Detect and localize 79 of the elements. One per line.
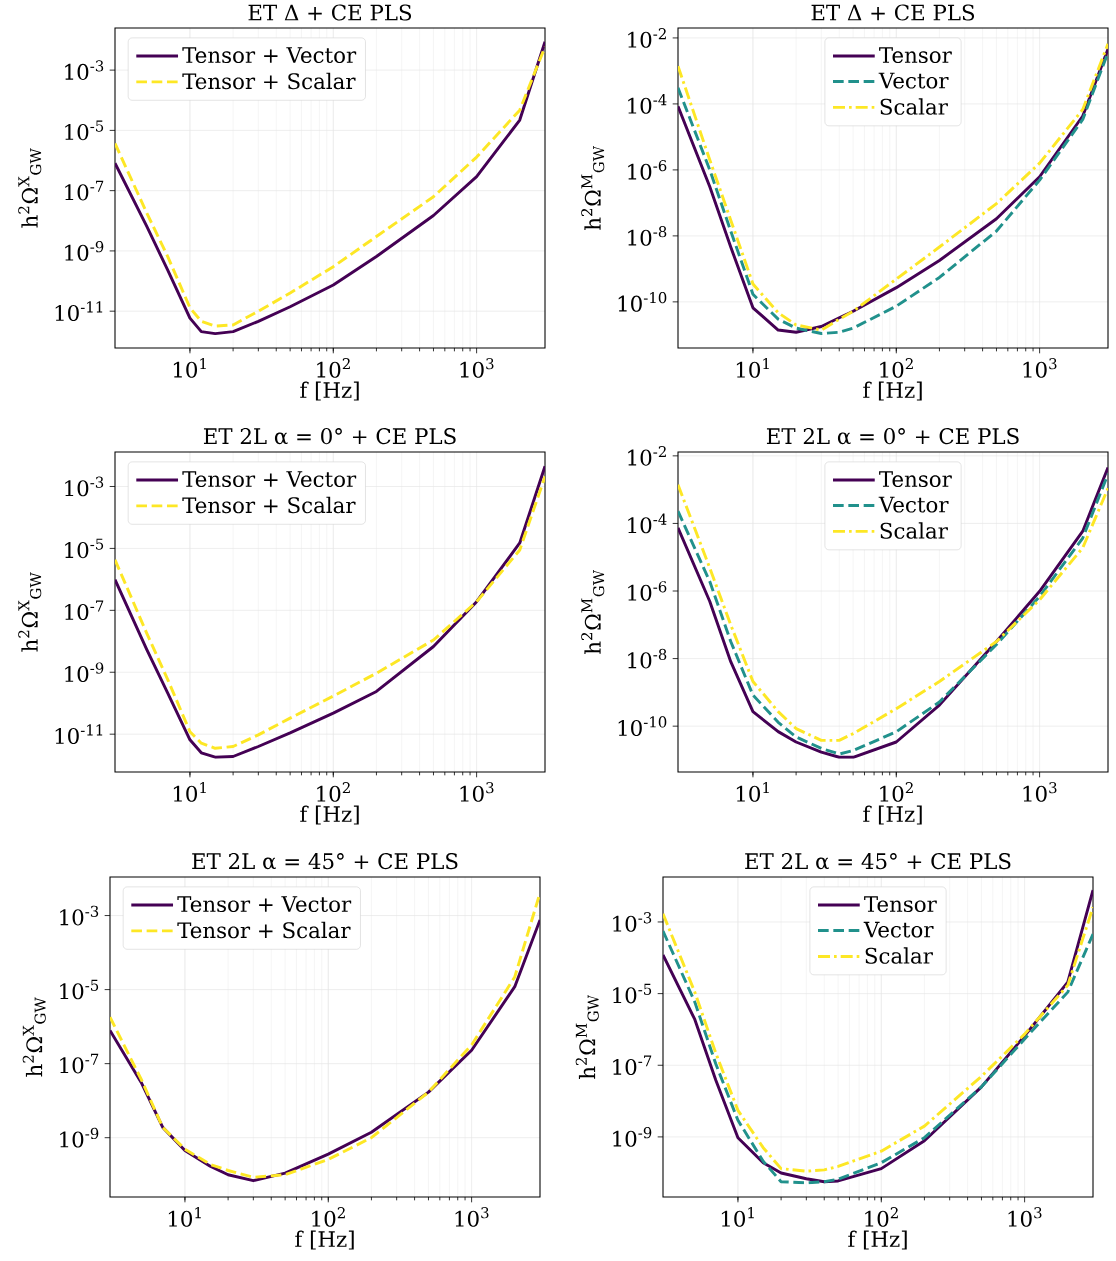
y-tick-label: 10$^{-8}$ (628, 648, 667, 669)
x-tick-label: 10$^{2}$ (317, 782, 350, 802)
y-axis-title: h$^{2}$Ω$^{X}$GW (22, 997, 46, 1077)
legend-label: Tensor (879, 471, 952, 488)
y-tick-label: 10$^{-2}$ (628, 28, 666, 48)
y-tick-label: 10$^{-11}$ (55, 301, 103, 322)
y-tick-label: 10$^{-5}$ (613, 983, 652, 1004)
x-tick-label: 10$^{3}$ (1008, 1207, 1042, 1227)
x-tick-label: 10$^{2}$ (317, 358, 350, 378)
y-tick-label: 10$^{-4}$ (628, 94, 667, 114)
legend-label: Vector (863, 921, 934, 938)
chart-title: ET 2L α = 0° + CE PLS (203, 428, 456, 445)
y-tick-label: 10$^{-7}$ (65, 600, 104, 621)
y-tick-label: 10$^{-11}$ (55, 724, 103, 745)
x-axis-title: f [Hz] (848, 1230, 907, 1250)
legend-label: Tensor + Vector (177, 896, 352, 913)
x-tick-label: 10$^{1}$ (168, 1207, 201, 1227)
y-tick-label: 10$^{-7}$ (65, 180, 104, 201)
y-tick-label: 10$^{-9}$ (60, 1127, 99, 1148)
legend-label: Tensor (879, 47, 952, 64)
x-axis-title: f [Hz] (863, 381, 922, 401)
x-tick-label: 10$^{2}$ (880, 782, 913, 802)
chart-title: ET Δ + CE PLS (811, 4, 975, 21)
legend-label: Vector (878, 496, 949, 513)
x-tick-label: 10$^{1}$ (173, 782, 206, 802)
y-axis-title: h$^{2}$Ω$^{X}$GW (18, 572, 42, 652)
x-tick-label: 10$^{2}$ (865, 1207, 898, 1227)
y-tick-label: 10$^{-5}$ (65, 538, 104, 559)
x-tick-label: 10$^{3}$ (1023, 358, 1057, 378)
x-axis-title: f [Hz] (863, 805, 922, 825)
x-tick-label: 10$^{1}$ (736, 782, 769, 802)
y-tick-label: 10$^{-6}$ (628, 581, 667, 601)
y-tick-label: 10$^{-3}$ (65, 476, 104, 497)
y-axis-title: h$^{2}$Ω$^{M}$GW (581, 569, 605, 654)
x-tick-label: 10$^{2}$ (312, 1207, 345, 1227)
x-tick-label: 10$^{3}$ (455, 1207, 489, 1227)
y-tick-label: 10$^{-10}$ (618, 716, 667, 737)
y-axis-title: h$^{2}$Ω$^{X}$GW (18, 148, 42, 228)
y-tick-label: 10$^{-3}$ (613, 912, 652, 932)
legend-label: Tensor + Scalar (182, 72, 356, 90)
x-axis-title: f [Hz] (300, 805, 359, 825)
y-tick-label: 10$^{-7}$ (613, 1055, 652, 1076)
chart-title: ET Δ + CE PLS (248, 4, 412, 21)
legend-label: Tensor + Scalar (182, 496, 356, 514)
y-tick-label: 10$^{-8}$ (628, 226, 667, 246)
y-tick-label: 10$^{-9}$ (613, 1127, 652, 1147)
x-tick-label: 10$^{1}$ (736, 358, 769, 378)
y-axis-title: h$^{2}$Ω$^{M}$GW (581, 145, 605, 230)
legend-label: Scalar (865, 947, 933, 964)
y-tick-label: 10$^{-3}$ (65, 60, 104, 80)
y-tick-label: 10$^{-3}$ (60, 905, 99, 926)
x-tick-label: 10$^{2}$ (880, 358, 913, 378)
x-axis-title: f [Hz] (300, 381, 359, 401)
y-tick-label: 10$^{-10}$ (618, 292, 667, 312)
legend-label: Tensor + Vector (182, 471, 357, 488)
chart-title: ET 2L α = 45° + CE PLS (192, 853, 458, 870)
legend-label: Scalar (880, 522, 948, 539)
y-tick-label: 10$^{-2}$ (628, 445, 666, 466)
legend-label: Scalar (880, 98, 948, 115)
x-tick-label: 10$^{3}$ (460, 358, 494, 378)
y-tick-label: 10$^{-6}$ (628, 160, 667, 180)
x-tick-label: 10$^{3}$ (460, 782, 494, 802)
y-tick-label: 10$^{-4}$ (628, 513, 667, 534)
x-tick-label: 10$^{1}$ (173, 358, 206, 378)
x-tick-label: 10$^{1}$ (721, 1207, 754, 1227)
y-tick-label: 10$^{-5}$ (65, 120, 104, 141)
y-tick-label: 10$^{-7}$ (60, 1053, 99, 1074)
y-axis-title: h$^{2}$Ω$^{M}$GW (575, 994, 599, 1079)
chart-title: ET 2L α = 0° + CE PLS (766, 428, 1019, 445)
chart-title: ET 2L α = 45° + CE PLS (745, 853, 1011, 870)
legend-label: Tensor (864, 896, 937, 913)
legend-label: Vector (878, 72, 949, 89)
y-tick-label: 10$^{-9}$ (65, 241, 104, 261)
y-tick-label: 10$^{-5}$ (60, 979, 99, 1000)
x-axis-title: f [Hz] (295, 1230, 354, 1250)
legend-label: Tensor + Scalar (177, 921, 351, 939)
y-tick-label: 10$^{-9}$ (65, 662, 104, 683)
x-tick-label: 10$^{3}$ (1023, 782, 1057, 802)
legend-label: Tensor + Vector (182, 47, 357, 64)
